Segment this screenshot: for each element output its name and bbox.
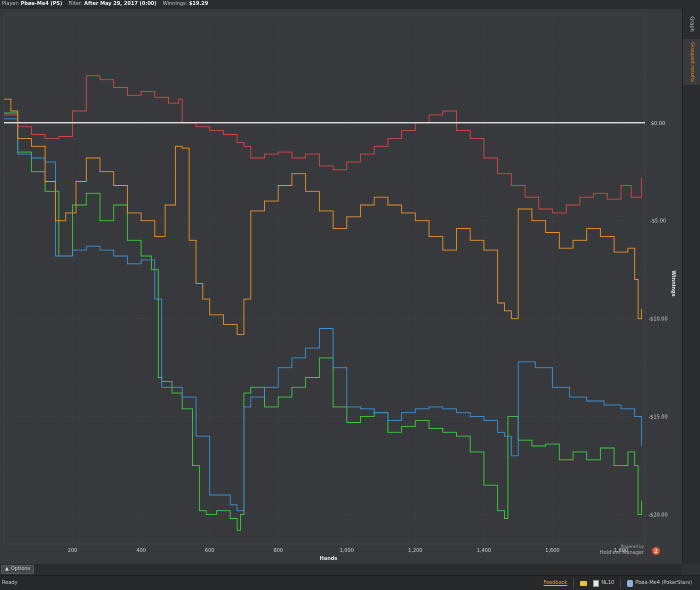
game-type-label: NL10	[601, 580, 615, 586]
hm2-logo-icon	[652, 547, 660, 555]
winnings-label: Winnings:	[162, 1, 188, 7]
winnings-value: $19.29	[188, 1, 209, 7]
chevron-up-icon: ▲	[5, 566, 9, 572]
active-player-item[interactable]: Pbøa-Me4 (PokerStars)	[627, 576, 692, 590]
series-line-non-showdown	[4, 75, 643, 214]
x-tick-label: 1,600	[545, 548, 559, 554]
view-tabs: Graph Grouped results	[682, 9, 700, 564]
filter-info-bar: Player: Pbøa-Me4 (PS) Filter: After May …	[0, 0, 700, 9]
status-ready: Ready	[2, 580, 18, 586]
divider	[573, 578, 575, 588]
y-tick-label: -$20.00	[648, 513, 667, 519]
x-tick-label: 200	[68, 548, 78, 554]
series-line-showdown	[4, 118, 643, 512]
player-value: Pbøa-Me4 (PS)	[20, 1, 63, 7]
x-tick-label: 1,400	[477, 548, 491, 554]
y-tick-label: -$10.00	[648, 317, 667, 323]
filter-label: Filter:	[68, 1, 83, 7]
hm2-logo-badge: 2	[654, 549, 658, 555]
x-axis-label: Hands	[320, 556, 338, 562]
y-tick-label: $0.00	[651, 121, 665, 127]
active-player-label: Pbøa-Me4 (PokerStars)	[635, 580, 692, 586]
x-tick-label: 800	[273, 548, 283, 554]
watermark-powered-by: Powered by	[621, 544, 645, 549]
player-label: Player:	[2, 1, 20, 7]
winnings-chart[interactable]: 200 400 600 800 1,000 1,200 1,400 1,600 1,800 $0.…	[0, 9, 682, 564]
tab-graph[interactable]: Graph	[683, 13, 700, 35]
x-tick-label: 1,800	[614, 548, 628, 554]
filter-value: After May 29, 2017 (0:00)	[84, 1, 157, 7]
x-tick-label: 1,000	[340, 548, 354, 554]
x-tick-label: 1,200	[408, 548, 422, 554]
y-tick-label: -$15.00	[648, 415, 667, 421]
book-icon	[593, 579, 600, 587]
database-icon	[627, 579, 634, 587]
game-type-item[interactable]: NL10	[593, 576, 614, 590]
feedback-link[interactable]: Feedback	[543, 580, 568, 586]
tab-grouped-results[interactable]: Grouped results	[683, 39, 700, 85]
options-button[interactable]: ▲ Options	[1, 565, 35, 574]
status-bar: Ready Feedback NL10 Pbøa-Me4 (PokerStars…	[0, 575, 700, 590]
options-bar: ▲ Options	[0, 564, 682, 575]
options-label: Options	[10, 566, 31, 572]
folder-icon[interactable]	[580, 580, 588, 586]
tab-grouped-results-label: Grouped results	[689, 42, 695, 82]
y-tick-label: -$5.00	[650, 219, 666, 225]
graph-panel[interactable]: 200 400 600 800 1,000 1,200 1,400 1,600 1,800 $0.…	[0, 9, 682, 564]
y-axis-label: Winnings	[670, 270, 676, 296]
x-tick-label: 400	[136, 548, 146, 554]
divider	[620, 578, 622, 588]
series-line-all-in-ev	[4, 98, 643, 335]
series-line-net-won	[4, 112, 643, 531]
tab-graph-label: Graph	[689, 16, 695, 32]
watermark-brand: Hold'em Manager	[600, 550, 645, 556]
plot-area	[3, 14, 646, 545]
x-tick-label: 600	[205, 548, 215, 554]
